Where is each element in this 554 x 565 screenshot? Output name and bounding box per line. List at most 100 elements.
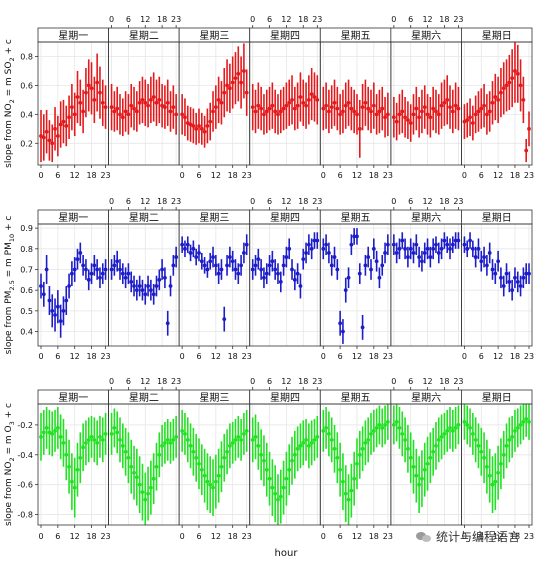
data-point	[188, 251, 193, 255]
x-tick-label: 0	[321, 171, 326, 180]
data-point	[352, 476, 357, 481]
panel-o3-7: 星期日 0 6 12 18 23	[461, 389, 534, 541]
x-tick-label: 12	[211, 352, 221, 361]
x-tick-label: 0	[38, 532, 43, 541]
x-tick-label: 23	[453, 197, 463, 206]
x-tick-label: 6	[196, 532, 201, 541]
data-point	[434, 242, 438, 247]
data-point	[154, 100, 159, 105]
data-point	[315, 434, 320, 439]
data-point	[515, 71, 520, 76]
panel-pm-6: 星期六 0 6 12 18 23	[390, 197, 464, 347]
x-tick-label: 23	[383, 532, 393, 541]
data-point	[81, 263, 86, 268]
data-point	[230, 440, 235, 445]
data-point	[470, 431, 475, 436]
data-point	[374, 112, 379, 117]
data-point	[385, 420, 390, 424]
data-point	[81, 445, 86, 450]
data-point	[422, 105, 427, 110]
data-point	[349, 242, 354, 247]
data-point	[425, 112, 430, 117]
data-point	[301, 100, 306, 105]
data-point	[69, 479, 74, 484]
data-point	[250, 437, 255, 442]
data-point	[324, 426, 328, 430]
data-point	[157, 277, 162, 282]
data-point	[518, 83, 523, 88]
data-point	[213, 479, 218, 484]
data-point	[256, 443, 261, 448]
data-point	[405, 118, 410, 123]
data-point	[188, 443, 193, 448]
data-point	[496, 470, 501, 475]
x-tick-label: 23	[524, 171, 534, 180]
data-point	[374, 259, 379, 264]
data-point	[383, 251, 387, 255]
data-point	[259, 452, 264, 457]
data-point	[154, 464, 159, 469]
data-point	[123, 449, 128, 454]
x-tick-label: 0	[180, 352, 185, 361]
data-point	[55, 304, 60, 309]
data-point	[185, 437, 190, 442]
strip-label: 星期五	[341, 392, 371, 404]
x-tick-label: 12	[422, 377, 432, 386]
data-point	[507, 279, 512, 284]
data-point	[239, 80, 243, 85]
data-point	[414, 106, 419, 111]
data-point	[284, 255, 289, 259]
data-point	[273, 109, 278, 114]
data-point	[479, 259, 484, 264]
data-point	[278, 279, 283, 284]
data-point	[191, 246, 196, 251]
data-point	[41, 135, 46, 140]
data-point	[490, 267, 495, 272]
x-tick-label: 0	[462, 171, 467, 180]
data-point	[89, 86, 94, 91]
data-point	[199, 467, 204, 472]
data-point	[72, 267, 77, 272]
data-point	[270, 485, 275, 490]
data-point	[366, 106, 371, 111]
data-point	[165, 437, 170, 442]
y-axis-label: slope from NO2 = m SO2 + c	[4, 39, 16, 168]
data-point	[227, 443, 232, 448]
data-point	[92, 437, 97, 442]
data-point	[112, 263, 117, 268]
data-point	[369, 431, 373, 436]
x-tick-label: 6	[126, 197, 131, 206]
data-point	[422, 467, 427, 472]
x-tick-label: 6	[55, 352, 60, 361]
panel-frame	[178, 41, 251, 166]
data-point	[86, 277, 91, 282]
data-point	[408, 121, 413, 125]
data-point	[143, 292, 148, 297]
data-point	[81, 109, 86, 114]
strip-label: 星期一	[58, 212, 88, 224]
data-point	[151, 476, 156, 481]
data-point	[39, 134, 43, 138]
data-point	[352, 234, 357, 239]
y-axis-label: slope from NO2 = m O3 + c	[4, 403, 16, 526]
data-point	[343, 491, 348, 496]
data-point	[276, 271, 280, 276]
x-tick-label: 0	[180, 171, 185, 180]
data-point	[163, 105, 167, 110]
data-point	[510, 76, 515, 81]
data-point	[501, 284, 506, 288]
data-point	[383, 115, 387, 120]
panel-frame	[461, 41, 533, 166]
data-point	[329, 437, 334, 442]
data-point	[281, 485, 286, 490]
x-tick-label: 0	[38, 352, 43, 361]
panel-o3-3: 星期三 0 6 12 18 23	[178, 389, 252, 541]
data-point	[363, 263, 368, 268]
data-point	[504, 83, 509, 88]
data-point	[143, 100, 148, 105]
data-point	[338, 321, 343, 326]
data-point	[276, 497, 280, 502]
data-point	[306, 443, 311, 448]
data-point	[163, 275, 167, 280]
x-tick-label: 6	[196, 352, 201, 361]
